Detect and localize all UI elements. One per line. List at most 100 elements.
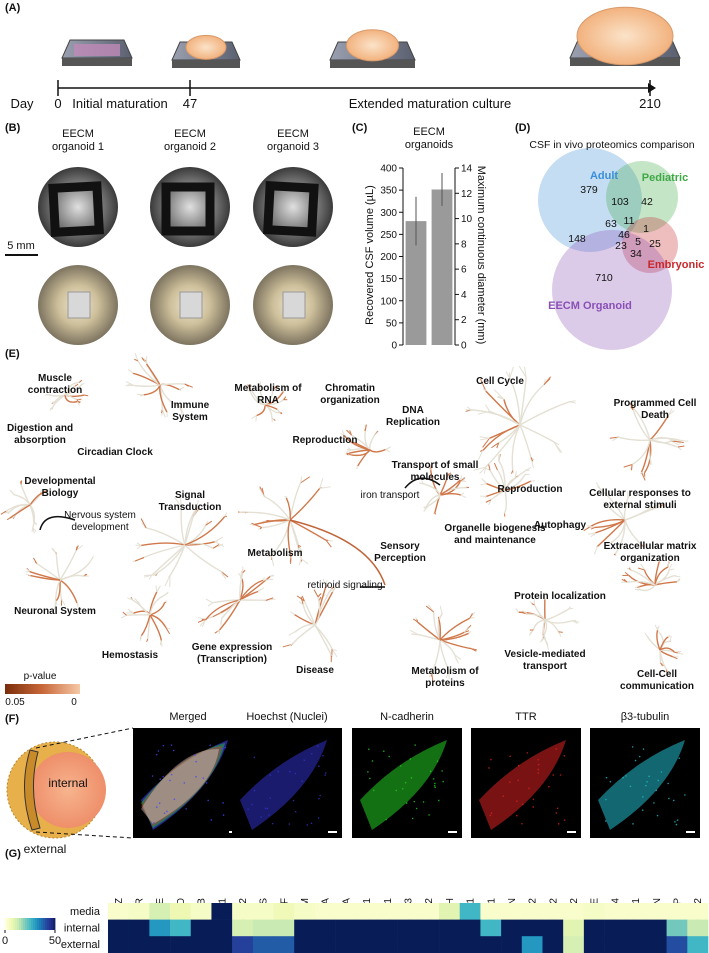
signal-speck bbox=[413, 800, 416, 803]
pathway-twig bbox=[668, 568, 675, 571]
pathway-twig bbox=[330, 654, 333, 657]
pathway-branch bbox=[151, 544, 186, 576]
pathway-twig bbox=[259, 488, 265, 497]
pathway-branch bbox=[259, 385, 266, 406]
venn-count: 46 bbox=[618, 229, 630, 241]
device-base bbox=[172, 60, 240, 68]
colorbar-tick-label: 0.05 bbox=[5, 697, 25, 708]
heatmap-cell bbox=[294, 903, 316, 920]
pathway-twig bbox=[242, 569, 246, 574]
venn-count: 42 bbox=[641, 196, 653, 208]
heatmap-cell bbox=[645, 936, 667, 953]
signal-speck bbox=[415, 807, 418, 810]
pathway-twig bbox=[485, 499, 492, 503]
signal-speck bbox=[648, 775, 650, 778]
scaffold bbox=[48, 181, 104, 237]
pathway-branch bbox=[509, 377, 521, 426]
pathway-label: iron transport bbox=[360, 490, 420, 501]
pathway-twig bbox=[514, 471, 518, 479]
signal-speck bbox=[388, 755, 391, 758]
heatmap-cell bbox=[625, 919, 647, 937]
signal-speck bbox=[436, 760, 439, 762]
signal-speck bbox=[489, 814, 492, 817]
pathway-twig bbox=[680, 439, 689, 442]
pathway-label: Muscle contraction bbox=[27, 373, 83, 396]
pathway-twig bbox=[300, 558, 309, 565]
heatmap-cell bbox=[273, 919, 295, 937]
pathway-label: Cellular responses to external stimuli bbox=[589, 488, 691, 511]
heatmap-cell bbox=[645, 903, 667, 920]
panel-label: (F) bbox=[5, 713, 20, 725]
signal-speck bbox=[292, 799, 295, 802]
colorbar-segment bbox=[13, 918, 16, 930]
pathway-branch bbox=[351, 449, 371, 457]
pathway-twig bbox=[597, 485, 602, 491]
pathway-twig bbox=[553, 441, 563, 453]
pathway-twig bbox=[46, 490, 52, 492]
pathway-label: retinoid signaling bbox=[307, 580, 383, 591]
pathway-twig bbox=[290, 556, 293, 560]
signal-speck bbox=[516, 800, 518, 803]
pathway-twig bbox=[454, 654, 462, 660]
heatmap-cell bbox=[149, 903, 171, 920]
heatmap-cell bbox=[170, 936, 192, 953]
pathway-label: Autophagy bbox=[533, 520, 587, 531]
pathway-twig bbox=[156, 585, 161, 593]
pathway-branch bbox=[9, 504, 31, 519]
heatmap-cell bbox=[501, 903, 523, 920]
pathway-label: Hemostasis bbox=[101, 650, 159, 661]
pathway-branch bbox=[54, 579, 61, 606]
pathway-twig bbox=[6, 517, 10, 521]
pathway-branch bbox=[654, 561, 660, 586]
panel-label: (A) bbox=[5, 2, 21, 14]
pathway-branch bbox=[145, 527, 186, 546]
pathway-twig bbox=[385, 449, 391, 453]
row-label: external bbox=[61, 939, 100, 951]
image-title: EECM organoid 1 bbox=[52, 128, 104, 153]
pathway-label: Signal Transduction bbox=[158, 490, 222, 513]
pathway-branch bbox=[221, 599, 241, 619]
pathway-twig bbox=[328, 588, 332, 593]
pathway-twig bbox=[55, 552, 57, 554]
pathway-label: Metabolism of proteins bbox=[411, 666, 479, 689]
y2-tick-label: 2 bbox=[461, 315, 467, 326]
signal-speck bbox=[638, 755, 641, 758]
pathway-branch bbox=[439, 492, 462, 496]
pathway-twig bbox=[416, 619, 419, 623]
tissue-signal bbox=[240, 740, 327, 830]
signal-speck bbox=[556, 807, 559, 810]
pathway-branch bbox=[542, 619, 548, 644]
pathway-branch bbox=[649, 439, 679, 448]
heatmap-cell bbox=[252, 903, 274, 920]
pathway-branch bbox=[59, 562, 91, 581]
pathway-label: Nervous system development bbox=[64, 510, 136, 533]
scaffold-photo bbox=[67, 291, 91, 319]
signal-speck bbox=[434, 786, 436, 789]
pathway-label: Gene expression (Transcription) bbox=[191, 642, 273, 665]
heatmap-cell bbox=[314, 919, 336, 937]
pathway-twig bbox=[433, 512, 436, 514]
pathway-branch bbox=[239, 590, 259, 601]
heatmap-cell bbox=[687, 903, 709, 920]
pathway-twig bbox=[612, 540, 615, 542]
pathway-branch bbox=[47, 393, 66, 397]
heatmap-cell bbox=[459, 936, 481, 953]
pathway-branch bbox=[140, 614, 151, 637]
signal-speck bbox=[322, 754, 324, 757]
pathway-branch bbox=[247, 511, 291, 521]
signal-speck bbox=[555, 748, 558, 750]
pathway-branch bbox=[439, 617, 470, 641]
pathway-branch bbox=[656, 629, 661, 651]
pathway-twig bbox=[631, 464, 633, 471]
pathway-twig bbox=[511, 470, 514, 474]
pathway-twig bbox=[609, 436, 619, 439]
y-tick-label: 400 bbox=[380, 164, 397, 175]
pathway-twig bbox=[493, 462, 498, 470]
pathway-branch bbox=[249, 390, 266, 406]
signal-speck bbox=[209, 744, 211, 746]
pathway-twig bbox=[669, 639, 672, 642]
zoom-line bbox=[35, 831, 134, 839]
pathway-twig bbox=[654, 624, 659, 631]
signal-speck bbox=[517, 779, 519, 782]
signal-speck bbox=[629, 785, 632, 788]
